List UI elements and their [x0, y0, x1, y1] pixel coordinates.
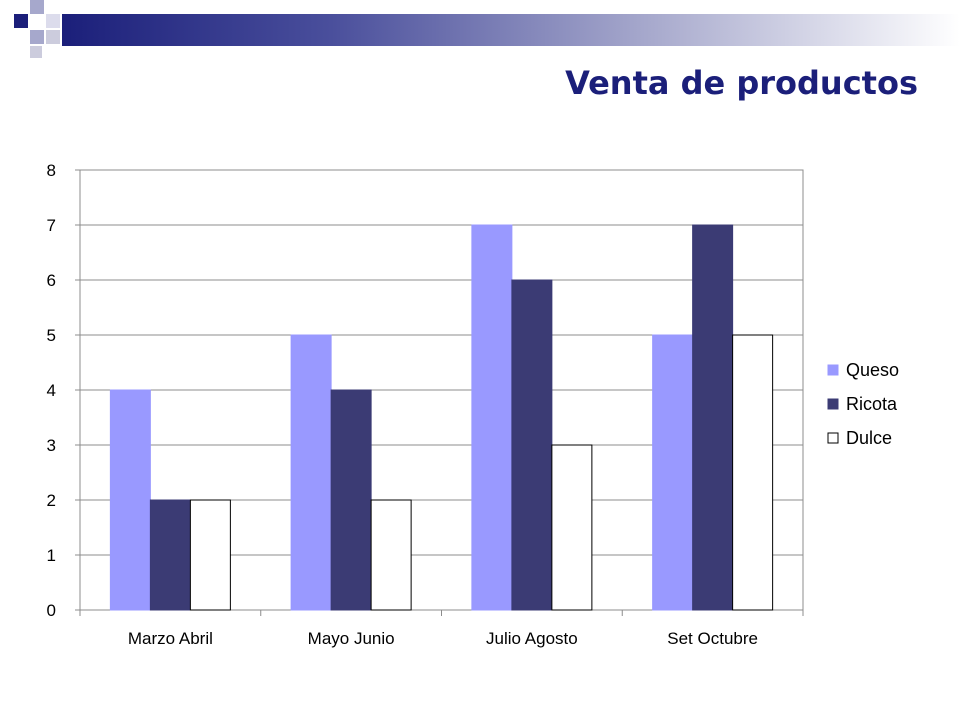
header-square-4	[46, 30, 60, 44]
y-tick-label: 5	[47, 326, 56, 345]
y-tick-label: 3	[47, 436, 56, 455]
header-square-2	[30, 0, 44, 14]
bar-ricota	[330, 389, 372, 611]
bar-queso	[109, 389, 151, 611]
legend-label: Dulce	[846, 428, 892, 448]
bar-dulce	[370, 499, 412, 611]
x-tick-label: Mayo Junio	[308, 629, 395, 648]
legend-label: Queso	[846, 360, 899, 380]
header-gradient-bar	[62, 14, 960, 46]
y-tick-label: 6	[47, 271, 56, 290]
bar-queso	[471, 224, 513, 611]
x-tick-label: Marzo Abril	[128, 629, 213, 648]
legend-swatch-dulce	[827, 432, 839, 444]
y-tick-label: 8	[47, 161, 56, 180]
y-tick-label: 4	[47, 381, 56, 400]
header-square-5	[46, 14, 60, 28]
x-tick-label: Julio Agosto	[486, 629, 578, 648]
legend-swatch-ricota	[827, 398, 839, 410]
page-title: Venta de productos	[565, 64, 918, 102]
y-tick-label: 7	[47, 216, 56, 235]
y-tick-label: 0	[47, 601, 56, 620]
y-tick-label: 2	[47, 491, 56, 510]
bar-ricota	[692, 224, 734, 611]
bar-queso	[652, 334, 694, 611]
bar-ricota	[511, 279, 553, 611]
bar-queso	[290, 334, 332, 611]
header-square-3	[30, 30, 44, 44]
bar-ricota	[149, 499, 191, 611]
bar-dulce	[551, 444, 593, 611]
bar-dulce	[732, 334, 774, 611]
y-tick-label: 1	[47, 546, 56, 565]
header-square-6	[30, 46, 42, 58]
header-square-1	[14, 14, 28, 28]
legend-label: Ricota	[846, 394, 898, 414]
x-tick-label: Set Octubre	[667, 629, 758, 648]
legend-swatch-queso	[827, 364, 839, 376]
bar-dulce	[189, 499, 231, 611]
